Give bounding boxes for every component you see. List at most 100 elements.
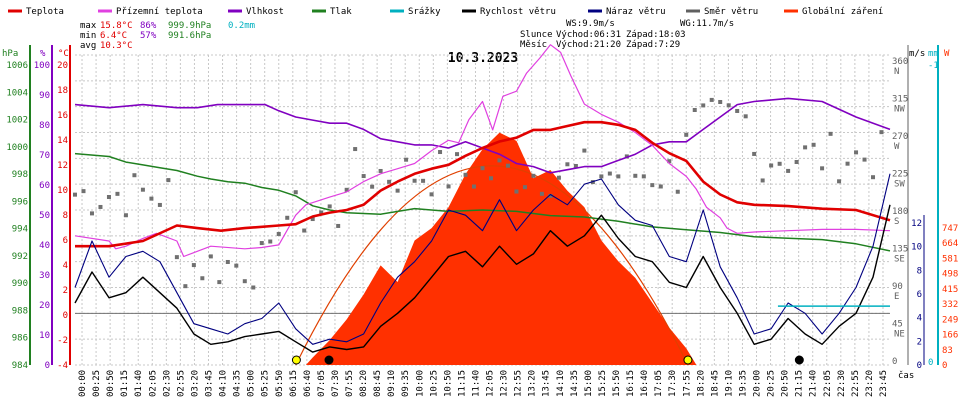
time-tick-label: 20:25 — [767, 370, 777, 397]
wind-dir-point — [548, 193, 553, 198]
time-tick-label: 12:55 — [514, 370, 524, 397]
wind-dir-point — [480, 166, 485, 171]
stats-temp: 10.3°C — [100, 41, 133, 51]
wind-dir-point — [828, 131, 833, 136]
wind-dir-point — [658, 184, 663, 189]
axes: 00:00 00:25 00:50 01:15 01:40 02:05 02:30 02:55… — [2, 45, 958, 397]
moonrise-marker — [794, 355, 804, 365]
wind-dir-point — [607, 171, 612, 176]
wind-dir-point — [310, 217, 315, 222]
time-tick-label: 05:50 — [275, 370, 285, 397]
wind-dir-tick-name: N — [894, 67, 899, 77]
pressure-tick-label: 996 — [12, 197, 28, 207]
wind-dir-point — [166, 178, 171, 183]
legend-label: Srážky — [408, 7, 441, 17]
temperature-tick-label: 12 — [57, 161, 68, 171]
wind-speed-tick-label: 2 — [917, 337, 922, 347]
wind-dir-point — [854, 150, 859, 155]
pressure-tick-label: 998 — [12, 170, 28, 180]
time-tick-label: 21:15 — [795, 370, 805, 397]
pressure-line — [74, 152, 891, 252]
pressure-tick-label: 990 — [12, 279, 28, 289]
pressure-tick-label: 984 — [12, 361, 28, 371]
pressure-tick-label: 986 — [12, 334, 28, 344]
legend: Teplota Přízemní teplota Vlhkost Tlak Srážky… — [8, 7, 883, 17]
wind-dir-point — [157, 202, 162, 207]
time-tick-label: 13:45 — [542, 370, 552, 397]
wind-dir-point — [285, 215, 290, 220]
time-tick-label: 04:10 — [219, 370, 229, 397]
plot-area — [73, 44, 891, 366]
wind-dir-point — [344, 187, 349, 192]
time-tick-label: 12:30 — [500, 370, 510, 397]
wind-dir-point — [327, 204, 332, 209]
time-tick-label: 21:40 — [809, 370, 819, 397]
time-tick-label: 23:45 — [879, 370, 889, 397]
time-tick-label: 06:15 — [289, 370, 299, 397]
wind-speed-tick-label: 6 — [917, 290, 922, 300]
moon-label: Měsíc — [520, 40, 547, 50]
wind-dir-point — [89, 211, 94, 216]
wind-speed-tick-label: 4 — [917, 314, 922, 324]
wind-dir-point — [140, 187, 145, 192]
wind-dir-point — [132, 173, 137, 178]
temperature-tick-label: 6 — [63, 236, 68, 246]
wind-dir-point — [200, 276, 205, 281]
temperature-tick-label: 10 — [57, 186, 68, 196]
wind-dir-point — [531, 173, 536, 178]
wind-dir-point — [633, 173, 638, 178]
wind-dir-point — [599, 174, 604, 179]
wind-dir-tick-deg: 360 — [892, 57, 908, 67]
wind-dir-tick-name: W — [894, 142, 900, 152]
stats-rain: 0.2mm — [228, 21, 255, 31]
rain-tick-label: 0 — [928, 358, 933, 368]
legend-label: Tlak — [330, 7, 352, 17]
wind-dir-point — [726, 103, 731, 108]
wind-dir-point — [276, 231, 281, 236]
wind-dir-tick-deg: 315 — [892, 95, 908, 105]
wind-dir-tick-name: E — [894, 292, 899, 302]
stats-temp: 15.8°C — [100, 21, 133, 31]
time-tick-label: 15:00 — [584, 370, 594, 397]
wind-dir-point — [455, 152, 460, 157]
wind-dir-tick-deg: 180 — [892, 207, 908, 217]
time-tick-label: 22:55 — [851, 370, 861, 397]
stats-label: avg — [80, 41, 96, 51]
wind-dir-point — [268, 239, 273, 244]
wind-gust-line — [74, 173, 891, 345]
radiation-tick-label: 249 — [942, 315, 958, 325]
legend-label: Vlhkost — [246, 7, 284, 17]
time-tick-label: 19:35 — [738, 370, 748, 397]
time-tick-label: 17:05 — [654, 370, 664, 397]
time-tick-label: 17:30 — [668, 370, 678, 397]
time-tick-label: 08:20 — [359, 370, 369, 397]
chart-title: 10.3.2023 — [448, 51, 518, 66]
radiation-tick-label: 332 — [942, 300, 958, 310]
wind-dir-point — [472, 184, 477, 189]
pressure-tick-label: 992 — [12, 252, 28, 262]
humidity-tick-label: 80 — [39, 121, 50, 131]
ground-temperature-line — [74, 44, 891, 258]
wind-speed-tick-label: 8 — [917, 266, 922, 276]
wind-dir-point — [217, 280, 222, 285]
wind-dir-point — [692, 108, 697, 113]
wind-dir-tick-deg: 270 — [892, 132, 908, 142]
time-tick-label: 14:35 — [570, 370, 580, 397]
pressure-tick-label: 994 — [12, 225, 28, 235]
pressure-tick-label: 1004 — [6, 88, 28, 98]
wind-dir-point — [73, 192, 77, 197]
wind-dir-point — [505, 163, 510, 168]
time-axis-label: čas — [898, 370, 914, 381]
time-tick-label: 07:55 — [345, 370, 355, 397]
time-tick-label: 15:25 — [598, 370, 608, 397]
wind-dir-point — [752, 151, 757, 156]
radiation-tick-label: 498 — [942, 270, 958, 280]
time-tick-label: 15:50 — [612, 370, 622, 397]
time-tick-label: 12:05 — [486, 370, 496, 397]
wind-dir-point — [98, 204, 103, 209]
time-tick-label: 07:05 — [317, 370, 327, 397]
wind-dir-point — [879, 130, 884, 135]
time-tick-label: 18:20 — [696, 370, 706, 397]
temperature-tick-label: 14 — [57, 136, 68, 146]
wind-dir-point — [837, 179, 842, 184]
